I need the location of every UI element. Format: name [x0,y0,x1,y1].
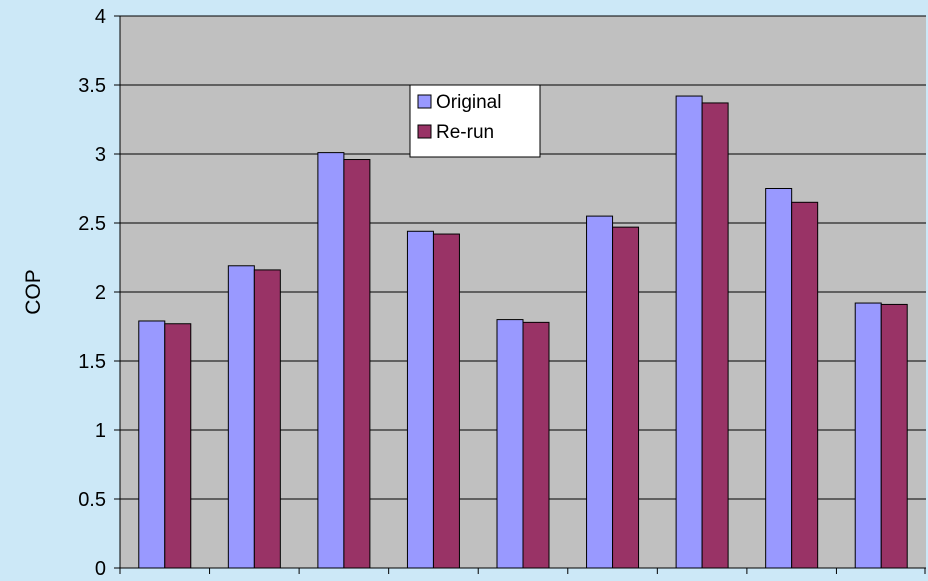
bar-re-run [253,269,281,569]
y-axis-title: COP [22,269,45,315]
y-tick-label: 2 [95,282,106,304]
y-tick-label: 2.5 [78,213,106,235]
y-tick-label: 1.5 [78,351,106,373]
legend-swatch [417,124,432,139]
bar-original [854,302,882,569]
bars [138,95,908,569]
bar-re-run [880,303,908,569]
y-tick-label: 3.5 [78,75,106,97]
bar-original [496,319,524,569]
bar-re-run [164,323,192,569]
legend: Original Re-run [409,84,541,158]
bar-original [227,265,255,569]
legend-label: Re-run [436,122,494,143]
bar-re-run [432,233,460,569]
bar-re-run [791,201,819,569]
bar-re-run [343,159,371,569]
axes [114,15,926,574]
y-tick-labels: 0 0.5 1 1.5 2 2.5 3 3.5 4 [78,6,106,580]
y-tick-label: 1 [95,420,106,442]
bar-re-run [612,226,640,569]
bar-original [406,230,434,569]
bar-re-run [522,321,550,569]
bar-original [586,215,614,569]
legend-box [409,84,541,158]
y-tick-label: 3 [95,144,106,166]
bar-re-run [701,102,729,569]
legend-label: Original [436,92,501,113]
y-tick-label: 0 [95,558,106,580]
y-tick-label: 4 [95,6,106,28]
bar-original [765,188,793,569]
y-tick-label: 0.5 [78,489,106,511]
legend-swatch [417,94,432,109]
bar-original [138,320,166,569]
bar-original [317,152,345,569]
bar-original [675,95,703,569]
